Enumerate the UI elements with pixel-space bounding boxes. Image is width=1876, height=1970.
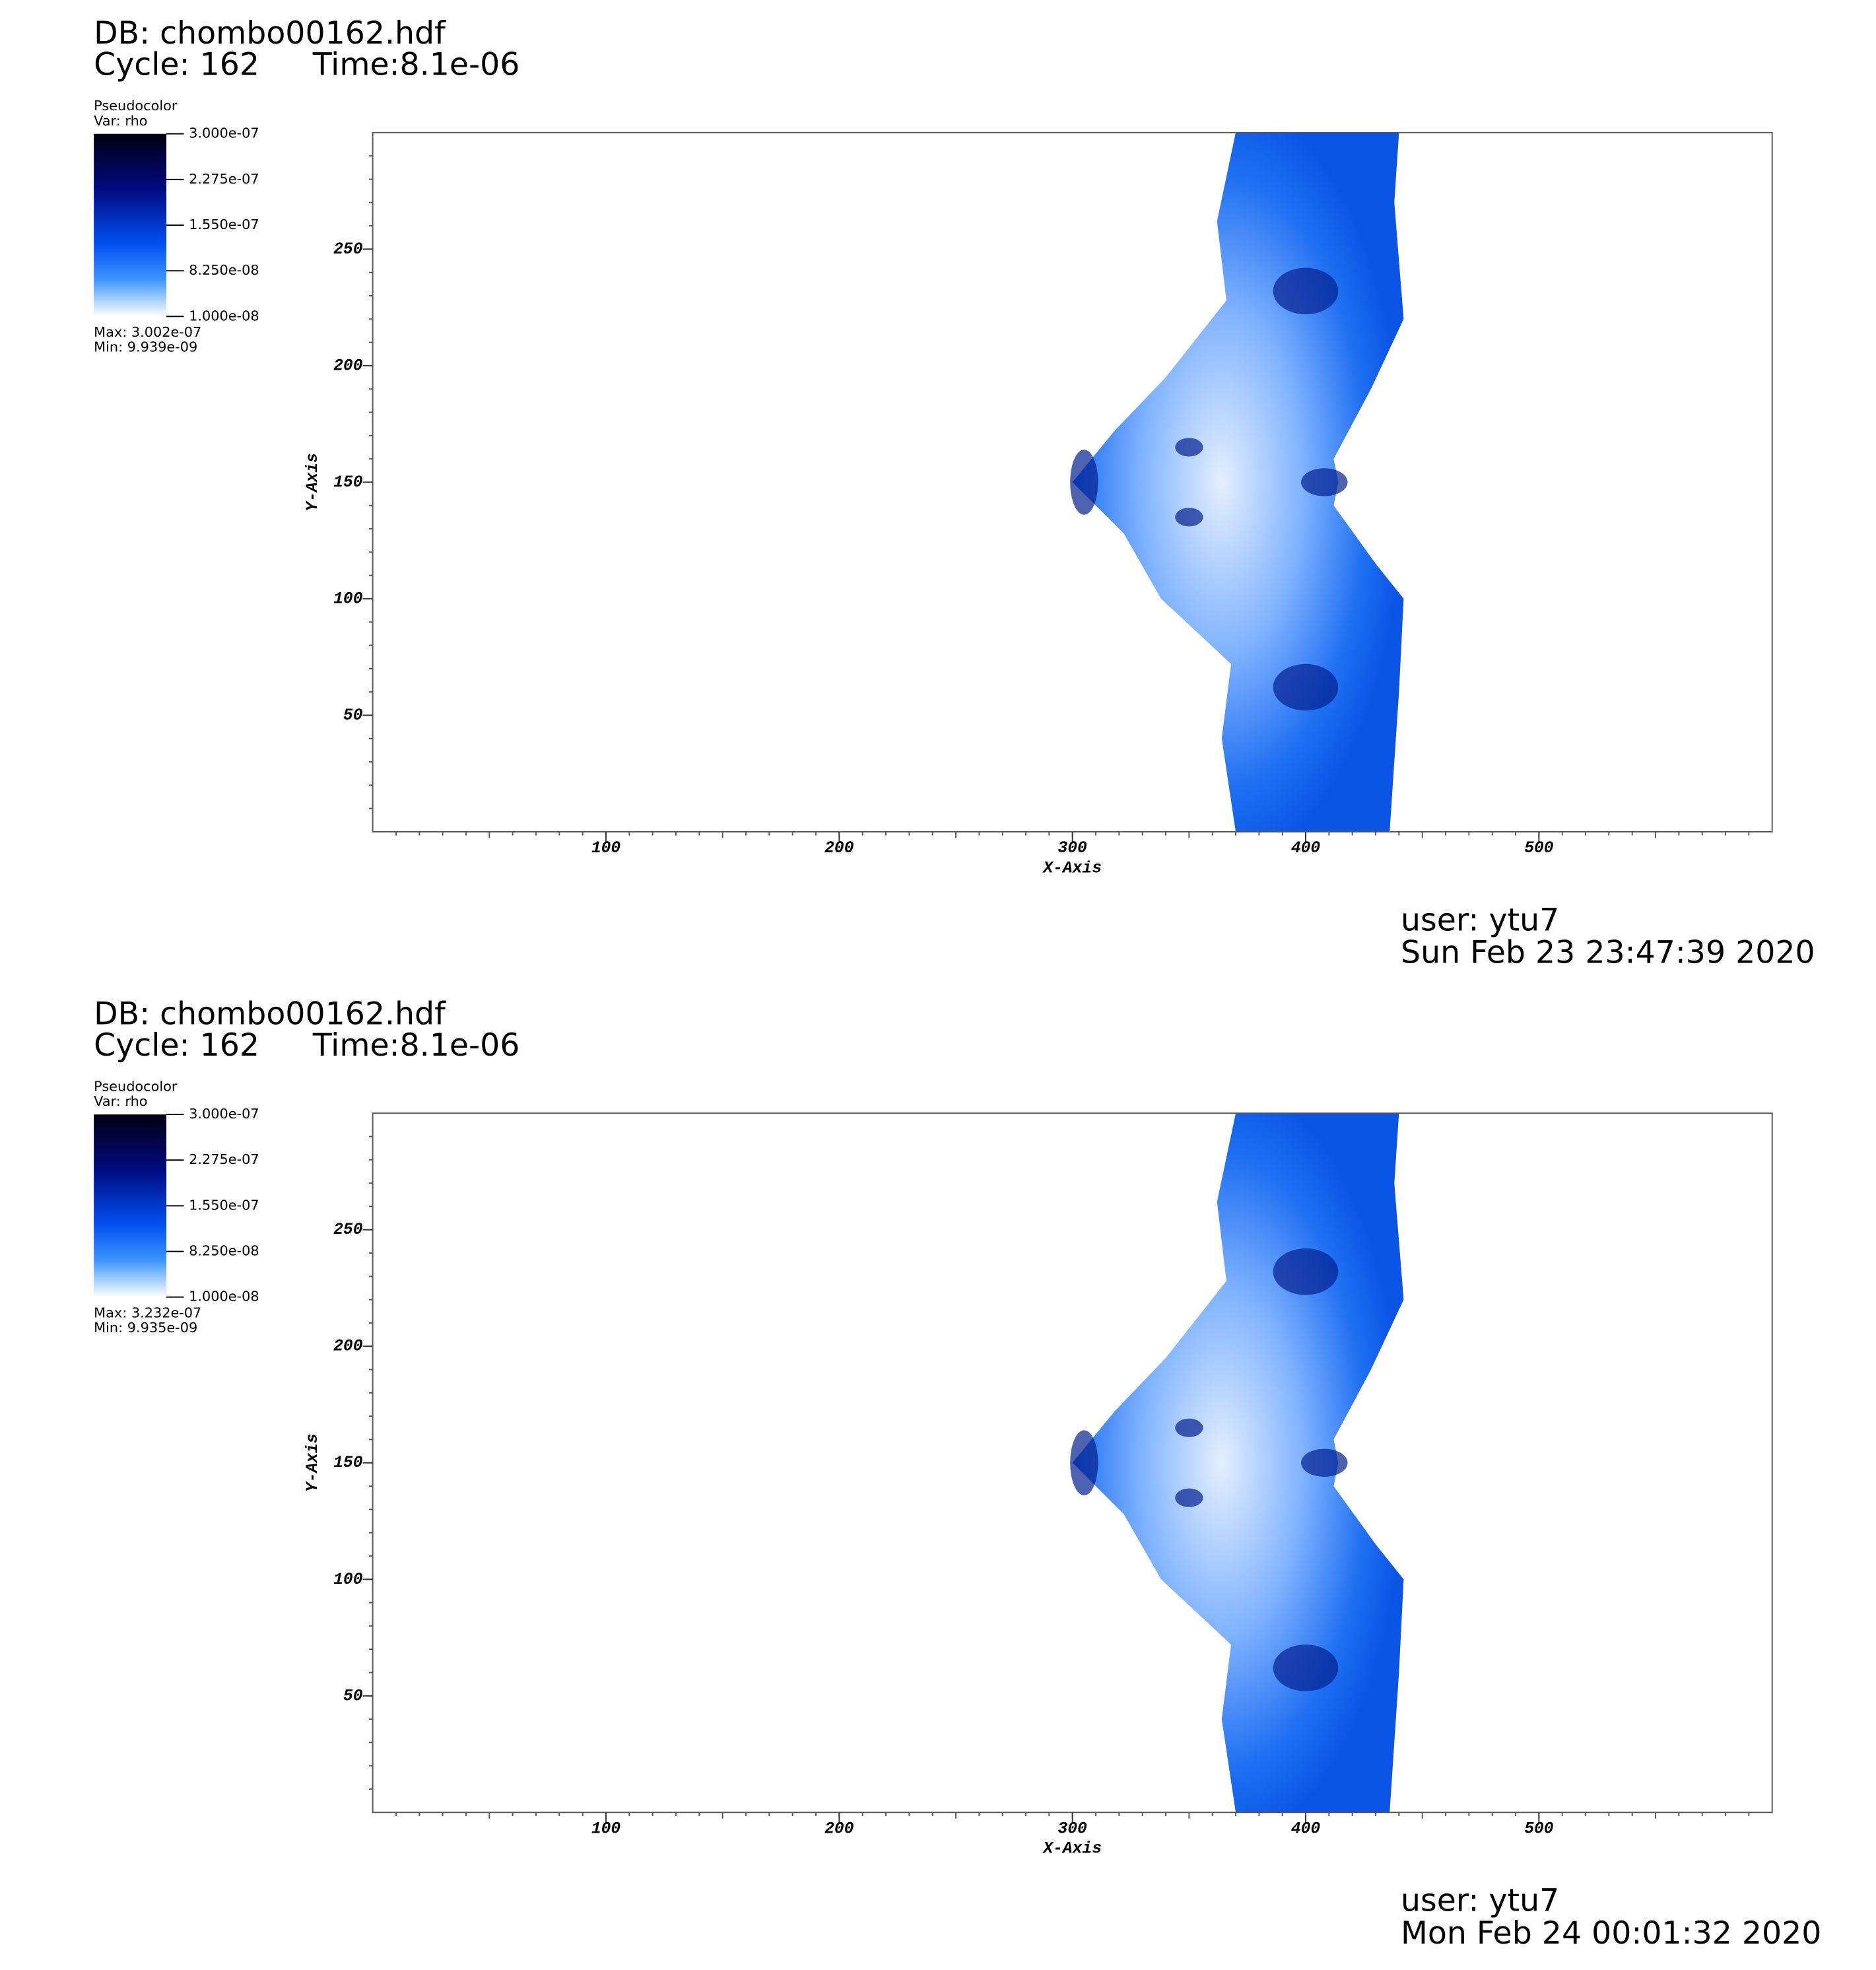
colorbar-tick-label: 1.550e-07 [189, 217, 259, 232]
dense-region [1273, 267, 1339, 315]
legend-title: Pseudocolor [94, 98, 178, 114]
date: Mon Feb 24 00:01:32 2020 [1401, 1915, 1821, 1952]
density-field [1072, 1113, 1404, 1813]
y-tick-label: 250 [333, 241, 363, 259]
cycle: Cycle: 162 [94, 46, 259, 83]
colorbar-tick-label: 8.250e-08 [189, 1243, 259, 1259]
colorbar-tick-label: 3.000e-07 [189, 125, 259, 141]
x-tick-label: 100 [591, 1820, 621, 1838]
colorbar [94, 133, 167, 317]
dense-region [1175, 508, 1203, 527]
y-axis-label: Y-Axis [304, 453, 322, 512]
y-tick-label: 100 [333, 590, 363, 608]
density-field [1072, 132, 1404, 832]
max-label: Max: 3.232e-07 [94, 1305, 201, 1320]
y-tick-label: 250 [333, 1221, 363, 1239]
x-tick-label: 100 [591, 840, 621, 858]
x-tick-label: 300 [1058, 1820, 1088, 1838]
title: DB: chombo00162.hdf [94, 15, 446, 51]
dense-region [1175, 1488, 1203, 1507]
user: user: ytu7 [1401, 902, 1559, 938]
x-axis-label: X-Axis [1042, 860, 1102, 877]
variable: Var: rho [94, 1093, 147, 1109]
dense-region [1273, 1248, 1339, 1295]
time: Time:8.1e-06 [312, 1027, 520, 1064]
time: Time:8.1e-06 [312, 46, 520, 83]
y-tick-label: 50 [343, 1687, 363, 1705]
y-tick-label: 200 [333, 357, 363, 375]
variable: Var: rho [94, 113, 147, 129]
y-tick-label: 150 [333, 1454, 363, 1472]
dense-region [1273, 663, 1339, 711]
date: Sun Feb 23 23:47:39 2020 [1401, 935, 1815, 971]
colorbar [94, 1114, 167, 1297]
x-tick-label: 200 [824, 840, 854, 858]
legend-title: Pseudocolor [94, 1078, 178, 1094]
colorbar-tick-label: 2.275e-07 [189, 171, 259, 187]
x-tick-label: 200 [824, 1820, 854, 1838]
min-label: Min: 9.935e-09 [94, 1320, 197, 1336]
y-axis-label: Y-Axis [304, 1433, 322, 1492]
x-tick-label: 300 [1058, 840, 1088, 858]
x-tick-label: 500 [1524, 1820, 1554, 1838]
x-tick-label: 400 [1291, 1820, 1321, 1838]
max-label: Max: 3.002e-07 [94, 324, 201, 340]
colorbar-tick-label: 1.550e-07 [189, 1197, 259, 1213]
y-tick-label: 100 [333, 1571, 363, 1589]
colorbar-tick-label: 1.000e-08 [189, 1289, 259, 1305]
colorbar-tick-label: 2.275e-07 [189, 1151, 259, 1167]
y-tick-label: 50 [343, 707, 363, 725]
y-tick-label: 150 [333, 474, 363, 492]
colorbar-tick-label: 8.250e-08 [189, 262, 259, 278]
dense-region [1070, 1430, 1098, 1496]
title: DB: chombo00162.hdf [94, 996, 446, 1032]
dense-region [1301, 468, 1348, 496]
colorbar-tick-label: 1.000e-08 [189, 308, 259, 323]
x-tick-label: 400 [1291, 840, 1321, 858]
y-tick-label: 200 [333, 1338, 363, 1356]
min-label: Min: 9.939e-09 [94, 339, 197, 355]
dense-region [1175, 1418, 1203, 1437]
dense-region [1070, 450, 1098, 515]
dense-region [1175, 438, 1203, 457]
x-axis-label: X-Axis [1042, 1841, 1102, 1858]
dense-region [1301, 1448, 1348, 1477]
x-tick-label: 500 [1524, 840, 1554, 858]
cycle: Cycle: 162 [94, 1027, 259, 1064]
dense-region [1273, 1645, 1339, 1691]
user: user: ytu7 [1401, 1883, 1559, 1919]
colorbar-tick-label: 3.000e-07 [189, 1106, 259, 1122]
